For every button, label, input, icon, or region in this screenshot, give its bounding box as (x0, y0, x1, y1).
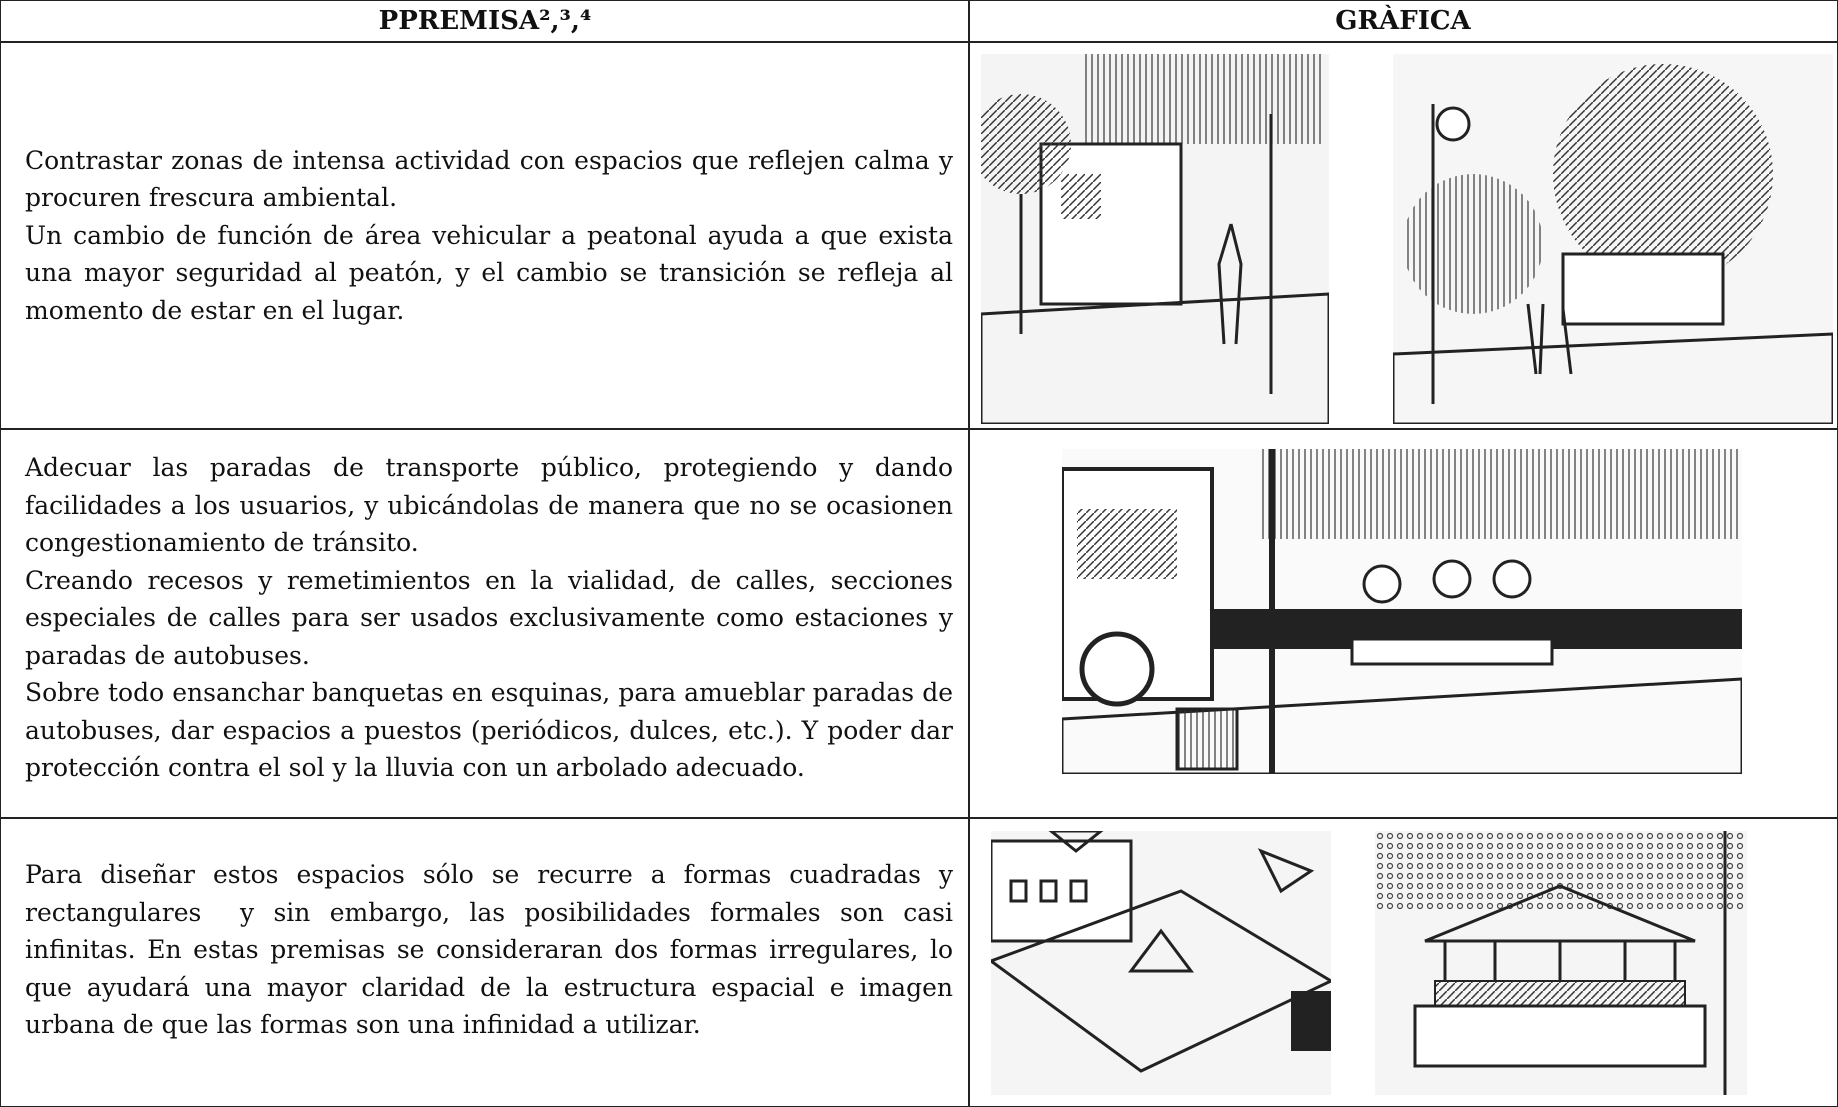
image-cell (968, 428, 1838, 819)
header-cell: GRÀFICA (968, 0, 1838, 43)
sketch-image (981, 54, 1329, 424)
sketch-image (991, 831, 1331, 1095)
sketch-image (1393, 54, 1833, 424)
image-cell (968, 41, 1838, 430)
paragraph: Para diseñar estos espacios sólo se recu… (25, 860, 961, 1039)
paragraph: Creando recesos y remetimientos en la vi… (25, 565, 961, 670)
sketch-image (1375, 831, 1747, 1095)
header-text: PPREMISA²,³,⁴ (378, 6, 592, 36)
paragraph: Sobre todo ensanchar banquetas en esquin… (25, 678, 961, 782)
paragraph: Un cambio de función de área vehicular a… (25, 220, 961, 325)
header-cell: PPREMISA²,³,⁴ (0, 0, 970, 43)
text-cell: Contrastar zonas de intensa actividad co… (0, 41, 970, 430)
text-cell: Adecuar las paradas de transporte públic… (0, 428, 970, 819)
sketch-image (1062, 449, 1742, 774)
text-cell: Para diseñar estos espacios sólo se recu… (0, 817, 970, 1107)
image-cell (968, 817, 1838, 1107)
paragraph: Adecuar las paradas de transporte públic… (25, 453, 961, 557)
paragraph: Contrastar zonas de intensa actividad co… (25, 145, 961, 213)
header-text: GRÀFICA (1335, 6, 1471, 36)
